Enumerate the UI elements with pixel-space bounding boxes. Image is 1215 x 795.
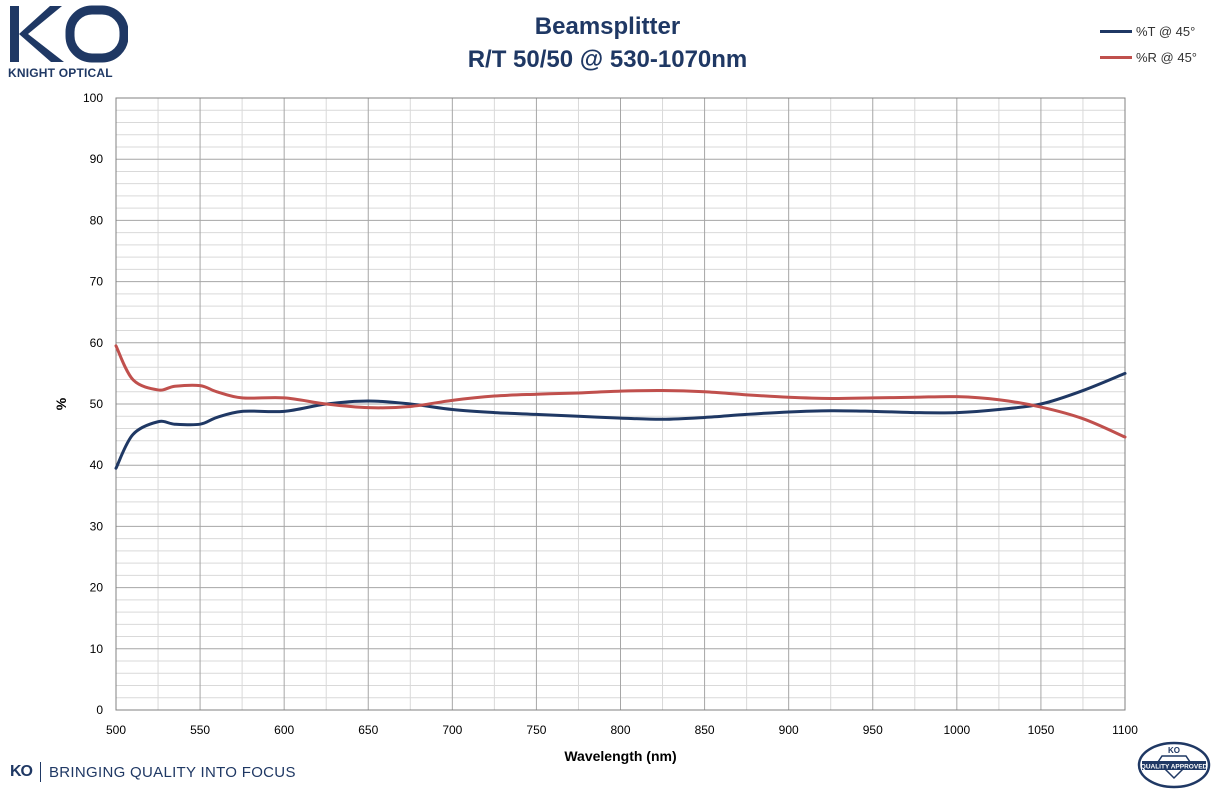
- x-tick-label: 750: [526, 723, 546, 737]
- y-tick-label: 30: [90, 519, 104, 533]
- legend-item-transmission: %T @ 45°: [1099, 18, 1197, 44]
- y-axis-tick-labels: 0 10 20 30 40 50 60 70 80 90 100: [83, 91, 103, 717]
- y-tick-label: 90: [90, 152, 104, 166]
- x-axis-tick-labels: 500 550 600 650 700 750 800 850 900 950 1000 1050 11…: [106, 723, 1138, 737]
- chart-legend: %T @ 45° %R @ 45°: [1099, 18, 1197, 70]
- x-tick-label: 1000: [943, 723, 970, 737]
- badge-text: QUALITY APPROVED: [1141, 764, 1208, 771]
- y-tick-label: 40: [90, 458, 104, 472]
- x-tick-label: 800: [610, 723, 630, 737]
- legend-swatch-transmission: [1099, 29, 1132, 33]
- y-tick-label: 10: [90, 642, 104, 656]
- x-tick-label: 1050: [1028, 723, 1055, 737]
- footer-tagline-block: KO BRINGING QUALITY INTO FOCUS: [10, 762, 296, 782]
- quality-approved-badge: KO QUALITY APPROVED: [1137, 741, 1211, 789]
- y-tick-label: 70: [90, 275, 104, 289]
- y-axis-label: %: [53, 397, 69, 410]
- x-tick-label: 1100: [1112, 723, 1138, 737]
- x-tick-label: 900: [779, 723, 799, 737]
- x-tick-label: 700: [442, 723, 462, 737]
- footer-logo: KO: [10, 763, 33, 780]
- major-gridlines: [115, 97, 1126, 711]
- footer-tagline: BRINGING QUALITY INTO FOCUS: [49, 763, 296, 781]
- company-name: KNIGHT OPTICAL: [8, 66, 113, 80]
- x-tick-label: 500: [106, 723, 126, 737]
- knight-optical-logo: [10, 5, 128, 63]
- legend-label-transmission: %T @ 45°: [1135, 23, 1196, 39]
- y-tick-label: 60: [90, 336, 104, 350]
- y-tick-label: 0: [96, 703, 103, 717]
- legend-swatch-reflection: [1099, 55, 1132, 59]
- y-tick-label: 50: [90, 397, 104, 411]
- legend-label-reflection: %R @ 45°: [1135, 49, 1197, 65]
- x-tick-label: 950: [863, 723, 883, 737]
- y-tick-label: 100: [83, 91, 103, 105]
- x-axis-label: Wavelength (nm): [564, 748, 676, 764]
- footer-divider: [40, 762, 41, 782]
- y-tick-label: 20: [90, 581, 104, 595]
- chart-title-line-1: Beamsplitter: [534, 13, 681, 40]
- x-tick-label: 550: [190, 723, 210, 737]
- badge-ko: KO: [1168, 746, 1180, 755]
- chart-title-line-2: R/T 50/50 @ 530-1070nm: [467, 46, 748, 73]
- plot-frame: [115, 97, 1126, 711]
- x-tick-label: 600: [274, 723, 294, 737]
- series-lines: [114, 344, 1127, 470]
- x-tick-label: 650: [358, 723, 378, 737]
- y-tick-label: 80: [90, 213, 104, 227]
- chart-title: Beamsplitter R/T 50/50 @ 530-1070nm: [0, 10, 1215, 76]
- series-line-reflection: [114, 344, 1127, 439]
- x-tick-label: 850: [695, 723, 715, 737]
- series-line-transmission: [114, 371, 1127, 470]
- legend-item-reflection: %R @ 45°: [1099, 44, 1197, 70]
